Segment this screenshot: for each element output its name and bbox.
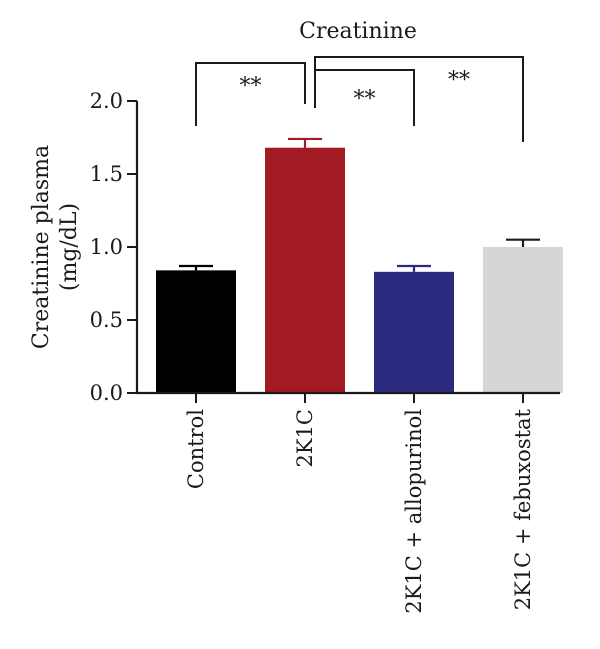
bar-2 [374,271,454,393]
bar-3 [483,247,563,393]
y-axis-label: Creatinine plasma (mg/dL) [29,145,82,349]
significance-brackets: ** ** ** [195,56,524,142]
x-tick-label: 2K1C + febuxostat [511,408,535,610]
bar-1 [265,147,345,393]
x-tick-label: 2K1C + allopurinol [402,409,426,614]
error-bar-0 [179,264,213,271]
significance-label-0: ** [240,74,262,99]
y-tick-label: 0.0 [90,381,123,405]
error-bar-3 [506,238,540,247]
x-axis: Control 2K1C 2K1C + allopurinol 2K1C + febu… [137,391,560,614]
significance-bracket-0 [195,62,306,126]
x-tick-label: Control [184,409,208,489]
error-bar-2 [397,264,431,272]
y-axis-label-line1: Creatinine plasma [29,145,54,349]
chart-title: Creatinine [299,19,417,44]
significance-label-2: ** [448,68,470,93]
error-bar-1 [288,137,322,148]
y-tick-label: 1.5 [90,162,123,186]
bars [156,137,563,393]
x-tick-label: 2K1C [293,409,317,467]
y-axis-label-line2: (mg/dL) [57,203,82,291]
significance-bracket-2 [314,56,524,142]
bar-0 [156,270,236,393]
y-axis: 0.0 0.5 1.0 1.5 2.0 [90,89,139,405]
y-tick-label: 1.0 [90,235,123,259]
y-tick-label: 0.5 [90,308,123,332]
significance-label-1: ** [354,87,376,112]
y-tick-label: 2.0 [90,89,123,113]
